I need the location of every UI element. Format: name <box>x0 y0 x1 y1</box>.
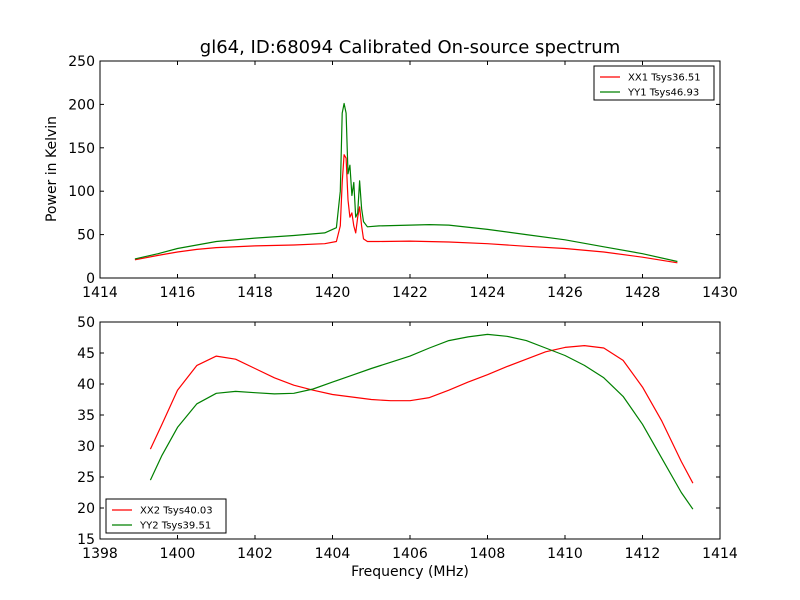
chart-title: gl64, ID:68094 Calibrated On-source spec… <box>200 37 620 58</box>
bottom-panel: 1398 1400 1402 1404 1406 1408 1410 1412 1414 15 20… <box>77 315 738 562</box>
y-tick-label: 100 <box>68 184 95 200</box>
x-tick-label: 1416 <box>160 285 196 301</box>
x-tick-label: 1406 <box>392 546 428 562</box>
y-tick-label: 25 <box>77 470 95 486</box>
x-tick-label: 1418 <box>237 285 273 301</box>
x-tick-label: 1420 <box>315 285 351 301</box>
top-panel: 1414 1416 1418 1420 1422 1424 1426 1428 1430 0 50 1… <box>68 54 738 301</box>
x-tick-label: 1404 <box>315 546 351 562</box>
x-tick-label: 1398 <box>82 546 118 562</box>
y-tick-label: 45 <box>77 346 95 362</box>
y-tick-label: 200 <box>68 97 95 113</box>
series-line-1 <box>134 154 678 264</box>
series-line-1 <box>149 345 694 484</box>
y-tick-label: 35 <box>77 408 95 424</box>
legend-label: YY2 Tsys39.51 <box>139 521 211 532</box>
x-tick-label: 1424 <box>470 285 506 301</box>
x-tick-label: 1426 <box>547 285 583 301</box>
series-line-2 <box>134 102 678 263</box>
y-tick-label: 0 <box>86 271 95 287</box>
legend: XX1 Tsys36.51 YY1 Tsys46.93 <box>593 65 715 101</box>
y-tick-label: 20 <box>77 501 95 517</box>
x-tick-label: 1414 <box>82 285 118 301</box>
x-tick-label: 1430 <box>702 285 738 301</box>
y-tick-label: 50 <box>77 228 95 244</box>
legend-label: YY1 Tsys46.93 <box>627 88 699 99</box>
x-tick-label: 1412 <box>625 546 661 562</box>
y-tick-label: 50 <box>77 315 95 331</box>
x-axis-label: Frequency (MHz) <box>351 564 469 580</box>
y-tick-label: 15 <box>77 532 95 548</box>
legend: XX2 Tsys40.03 YY2 Tsys39.51 <box>105 498 227 534</box>
legend-label: XX2 Tsys40.03 <box>140 506 213 517</box>
x-tick-label: 1428 <box>625 285 661 301</box>
series-line-2 <box>149 333 694 510</box>
y-axis-label: Power in Kelvin <box>44 116 60 222</box>
x-tick-label: 1400 <box>160 546 196 562</box>
legend-box <box>105 498 227 534</box>
legend-box <box>593 65 715 101</box>
x-tick-label: 1402 <box>237 546 273 562</box>
y-tick-label: 250 <box>68 54 95 70</box>
y-tick-label: 40 <box>77 377 95 393</box>
x-tick-label: 1408 <box>470 546 506 562</box>
x-tick-label: 1422 <box>392 285 428 301</box>
x-tick-label: 1410 <box>547 546 583 562</box>
y-tick-label: 30 <box>77 439 95 455</box>
legend-label: XX1 Tsys36.51 <box>628 73 701 84</box>
x-tick-label: 1414 <box>702 546 738 562</box>
y-tick-label: 150 <box>68 141 95 157</box>
